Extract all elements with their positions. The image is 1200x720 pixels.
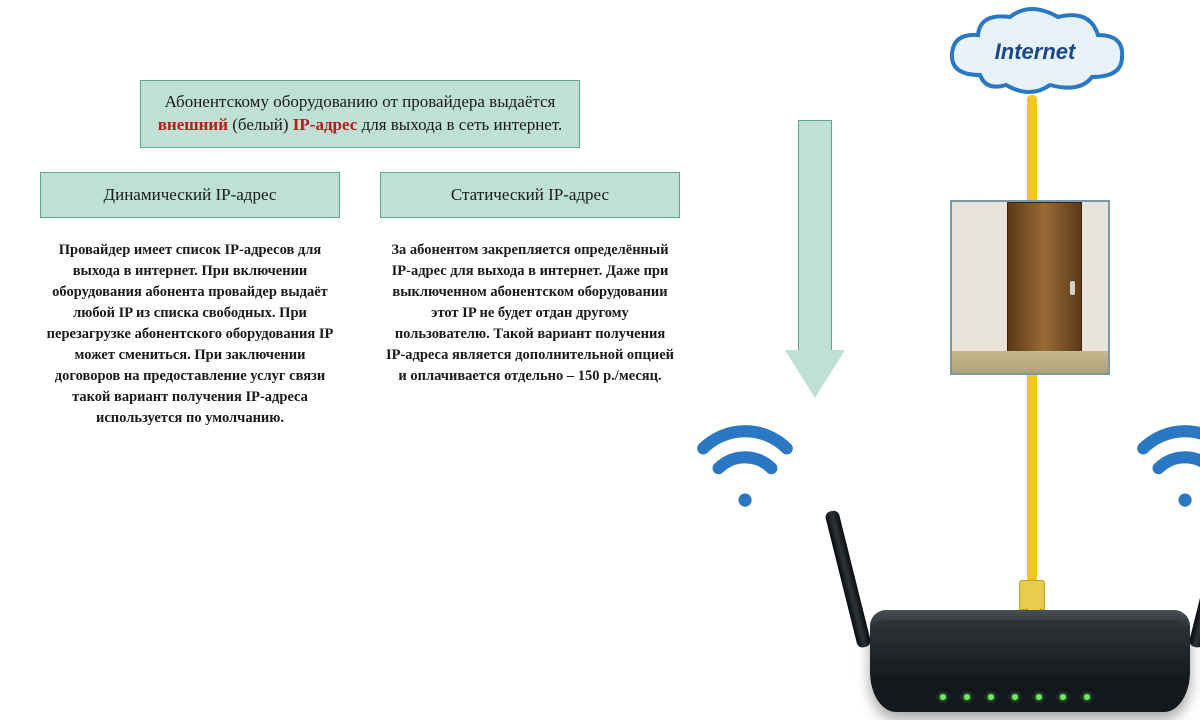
router-led-icon <box>1060 694 1066 700</box>
router-led-icon <box>1012 694 1018 700</box>
dynamic-ip-title-box: Динамический IP-адрес <box>40 172 340 218</box>
router-led-icon <box>964 694 970 700</box>
ip-type-columns: Динамический IP-адрес Провайдер имеет сп… <box>40 172 680 429</box>
network-diagram-panel: Internet <box>720 0 1180 720</box>
router-led-icon <box>940 694 946 700</box>
statement-pre: Абонентскому оборудованию от провайдера … <box>165 92 556 111</box>
internet-cloud-icon: Internet <box>940 5 1130 100</box>
apartment-entrance-icon <box>950 200 1110 375</box>
static-ip-column: Статический IP-адрес За абонентом закреп… <box>380 172 680 429</box>
statement-post: для выхода в сеть интернет. <box>357 115 562 134</box>
statement-highlight-ip: IP-адрес <box>293 115 358 134</box>
flow-down-arrow-icon <box>785 120 845 400</box>
provider-ip-statement-box: Абонентскому оборудованию от провайдера … <box>140 80 580 148</box>
statement-mid: (белый) <box>228 115 293 134</box>
router-led-icon <box>1084 694 1090 700</box>
static-ip-title-box: Статический IP-адрес <box>380 172 680 218</box>
static-ip-description: За абонентом закрепляется определённый I… <box>380 240 680 387</box>
router-led-icon <box>1036 694 1042 700</box>
router-led-icon <box>988 694 994 700</box>
info-flow-panel: Абонентскому оборудованию от провайдера … <box>40 80 680 429</box>
wifi-router-icon <box>840 560 1200 715</box>
door-icon <box>1007 202 1082 373</box>
dynamic-ip-description: Провайдер имеет список IP-адресов для вы… <box>40 240 340 429</box>
statement-highlight-external: внешний <box>158 115 228 134</box>
router-body <box>870 620 1190 712</box>
wifi-signal-right-icon <box>1120 400 1200 510</box>
dynamic-ip-column: Динамический IP-адрес Провайдер имеет сп… <box>40 172 340 429</box>
wifi-signal-left-icon <box>680 400 810 510</box>
internet-cloud-label: Internet <box>940 39 1130 65</box>
router-antenna-left-icon <box>824 509 871 648</box>
